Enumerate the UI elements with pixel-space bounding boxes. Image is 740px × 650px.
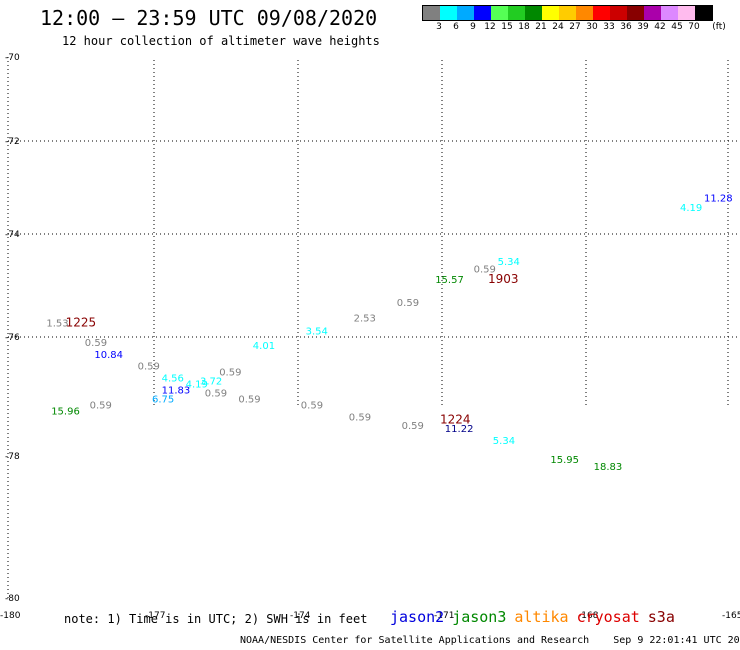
wave-height-label: 0.59: [85, 338, 107, 349]
generated-timestamp: Sep 9 22:01:41 UTC 2020: [613, 635, 740, 646]
wave-height-label: 11.28: [704, 193, 733, 204]
color-swatch: [474, 6, 491, 20]
color-scale-label: 18: [518, 22, 530, 32]
x-tick-label: -180: [0, 611, 21, 621]
wave-height-label: 0.59: [474, 265, 496, 276]
wave-height-label: 0.59: [219, 368, 241, 379]
wave-height-label: 0.59: [138, 362, 160, 373]
color-scale-label: 42: [654, 22, 666, 32]
wave-height-label: 3.54: [306, 326, 328, 337]
color-scale-labels: 3 6 9 12 15 18 21 24 27 30 33 36 39 42 45 70 (ft): [422, 22, 740, 34]
color-scale-bar: [422, 5, 713, 21]
x-tick-label: -177: [145, 611, 165, 621]
legend-entry: jason3: [452, 608, 507, 626]
color-scale-label: 24: [552, 22, 564, 32]
color-swatch: [661, 6, 678, 20]
wave-height-label: 15.96: [51, 406, 80, 417]
chart-subtitle: 12 hour collection of altimeter wave hei…: [62, 34, 380, 48]
wave-height-label: 11.22: [445, 424, 474, 435]
wave-height-label: 0.59: [349, 412, 371, 423]
wave-height-label: 4.56: [162, 374, 184, 385]
color-swatch: [542, 6, 559, 20]
chart-title: 12:00 – 23:59 UTC 09/08/2020: [40, 6, 378, 30]
wave-height-label: 0.59: [90, 400, 112, 411]
color-scale-label: 9: [470, 22, 476, 32]
wave-height-label: 15.57: [435, 275, 464, 286]
x-tick-label: -168: [578, 611, 599, 621]
y-tick-label: -70: [5, 53, 20, 63]
color-swatch: [627, 6, 644, 20]
color-scale-label: 6: [453, 22, 459, 32]
x-tick-label: -174: [290, 611, 311, 621]
color-scale-label: 39: [637, 22, 649, 32]
pass-time-label: 1903: [488, 272, 519, 286]
credit-text: NOAA/NESDIS Center for Satellite Applica…: [240, 635, 590, 646]
wave-height-label: 0.59: [402, 421, 424, 432]
wave-height-label: 0.59: [397, 298, 419, 309]
wave-height-label: 1.53: [46, 319, 68, 330]
x-tick-label: -165: [722, 611, 740, 621]
satellite-legend: jason2 jason3 altika cryosat s3a: [390, 608, 683, 626]
wave-height-label: 11.83: [162, 386, 191, 397]
color-swatch: [593, 6, 610, 20]
color-swatch: [576, 6, 593, 20]
color-scale-label: 33: [603, 22, 615, 32]
footnote: note: 1) Time is in UTC; 2) SWH is in fe…: [64, 612, 368, 626]
color-scale-label: 70: [688, 22, 700, 32]
color-scale-label: 12: [484, 22, 496, 32]
y-tick-label: -78: [5, 452, 20, 462]
legend-entry: jason2: [390, 608, 445, 626]
wave-height-label: 15.95: [550, 455, 579, 466]
pass-time-label: 1224: [440, 412, 471, 426]
color-scale-label: 15: [501, 22, 513, 32]
wave-height-label: 5.34: [498, 257, 520, 268]
y-tick-label: -74: [5, 230, 20, 240]
wave-height-label: 0.59: [238, 394, 260, 405]
color-scale-label: 21: [535, 22, 547, 32]
color-swatch: [559, 6, 576, 20]
wave-height-label: 4.01: [253, 341, 275, 352]
x-tick-label: -171: [434, 611, 454, 621]
y-tick-label: -72: [5, 137, 20, 147]
wave-height-label: 4.19: [186, 380, 208, 391]
color-swatch: [525, 6, 542, 20]
color-scale-label: 45: [671, 22, 683, 32]
wave-height-label: 0.59: [301, 400, 323, 411]
wave-height-label: 3.72: [200, 377, 222, 388]
wave-height-label: 18.83: [594, 462, 623, 473]
y-tick-label: -76: [5, 333, 20, 343]
color-swatch: [457, 6, 474, 20]
color-swatch: [423, 6, 440, 20]
color-scale-label: (ft): [712, 22, 726, 32]
color-swatch: [508, 6, 525, 20]
legend-entry: s3a: [647, 608, 675, 626]
color-scale-label: 3: [436, 22, 442, 32]
color-scale-label: 30: [586, 22, 598, 32]
wave-height-label: 2.53: [354, 314, 376, 325]
wave-height-label: 6.75: [152, 394, 174, 405]
color-scale-label: 36: [620, 22, 632, 32]
pass-time-label: 1225: [66, 316, 97, 330]
wave-height-label: 5.34: [493, 436, 515, 447]
y-tick-label: -80: [5, 594, 20, 604]
color-swatch: [644, 6, 661, 20]
color-scale-label: 27: [569, 22, 581, 32]
color-swatch: [678, 6, 695, 20]
wave-height-label: 10.84: [94, 350, 123, 361]
wave-height-label: 0.59: [205, 389, 227, 400]
credit-line: NOAA/NESDIS Center for Satellite Applica…: [240, 635, 740, 646]
wave-height-label: 4.19: [680, 203, 702, 214]
legend-entry: cryosat: [576, 608, 640, 626]
color-swatch: [695, 6, 712, 20]
color-swatch: [610, 6, 627, 20]
color-swatch: [491, 6, 508, 20]
color-swatch: [440, 6, 457, 20]
legend-entry: altika: [514, 608, 569, 626]
